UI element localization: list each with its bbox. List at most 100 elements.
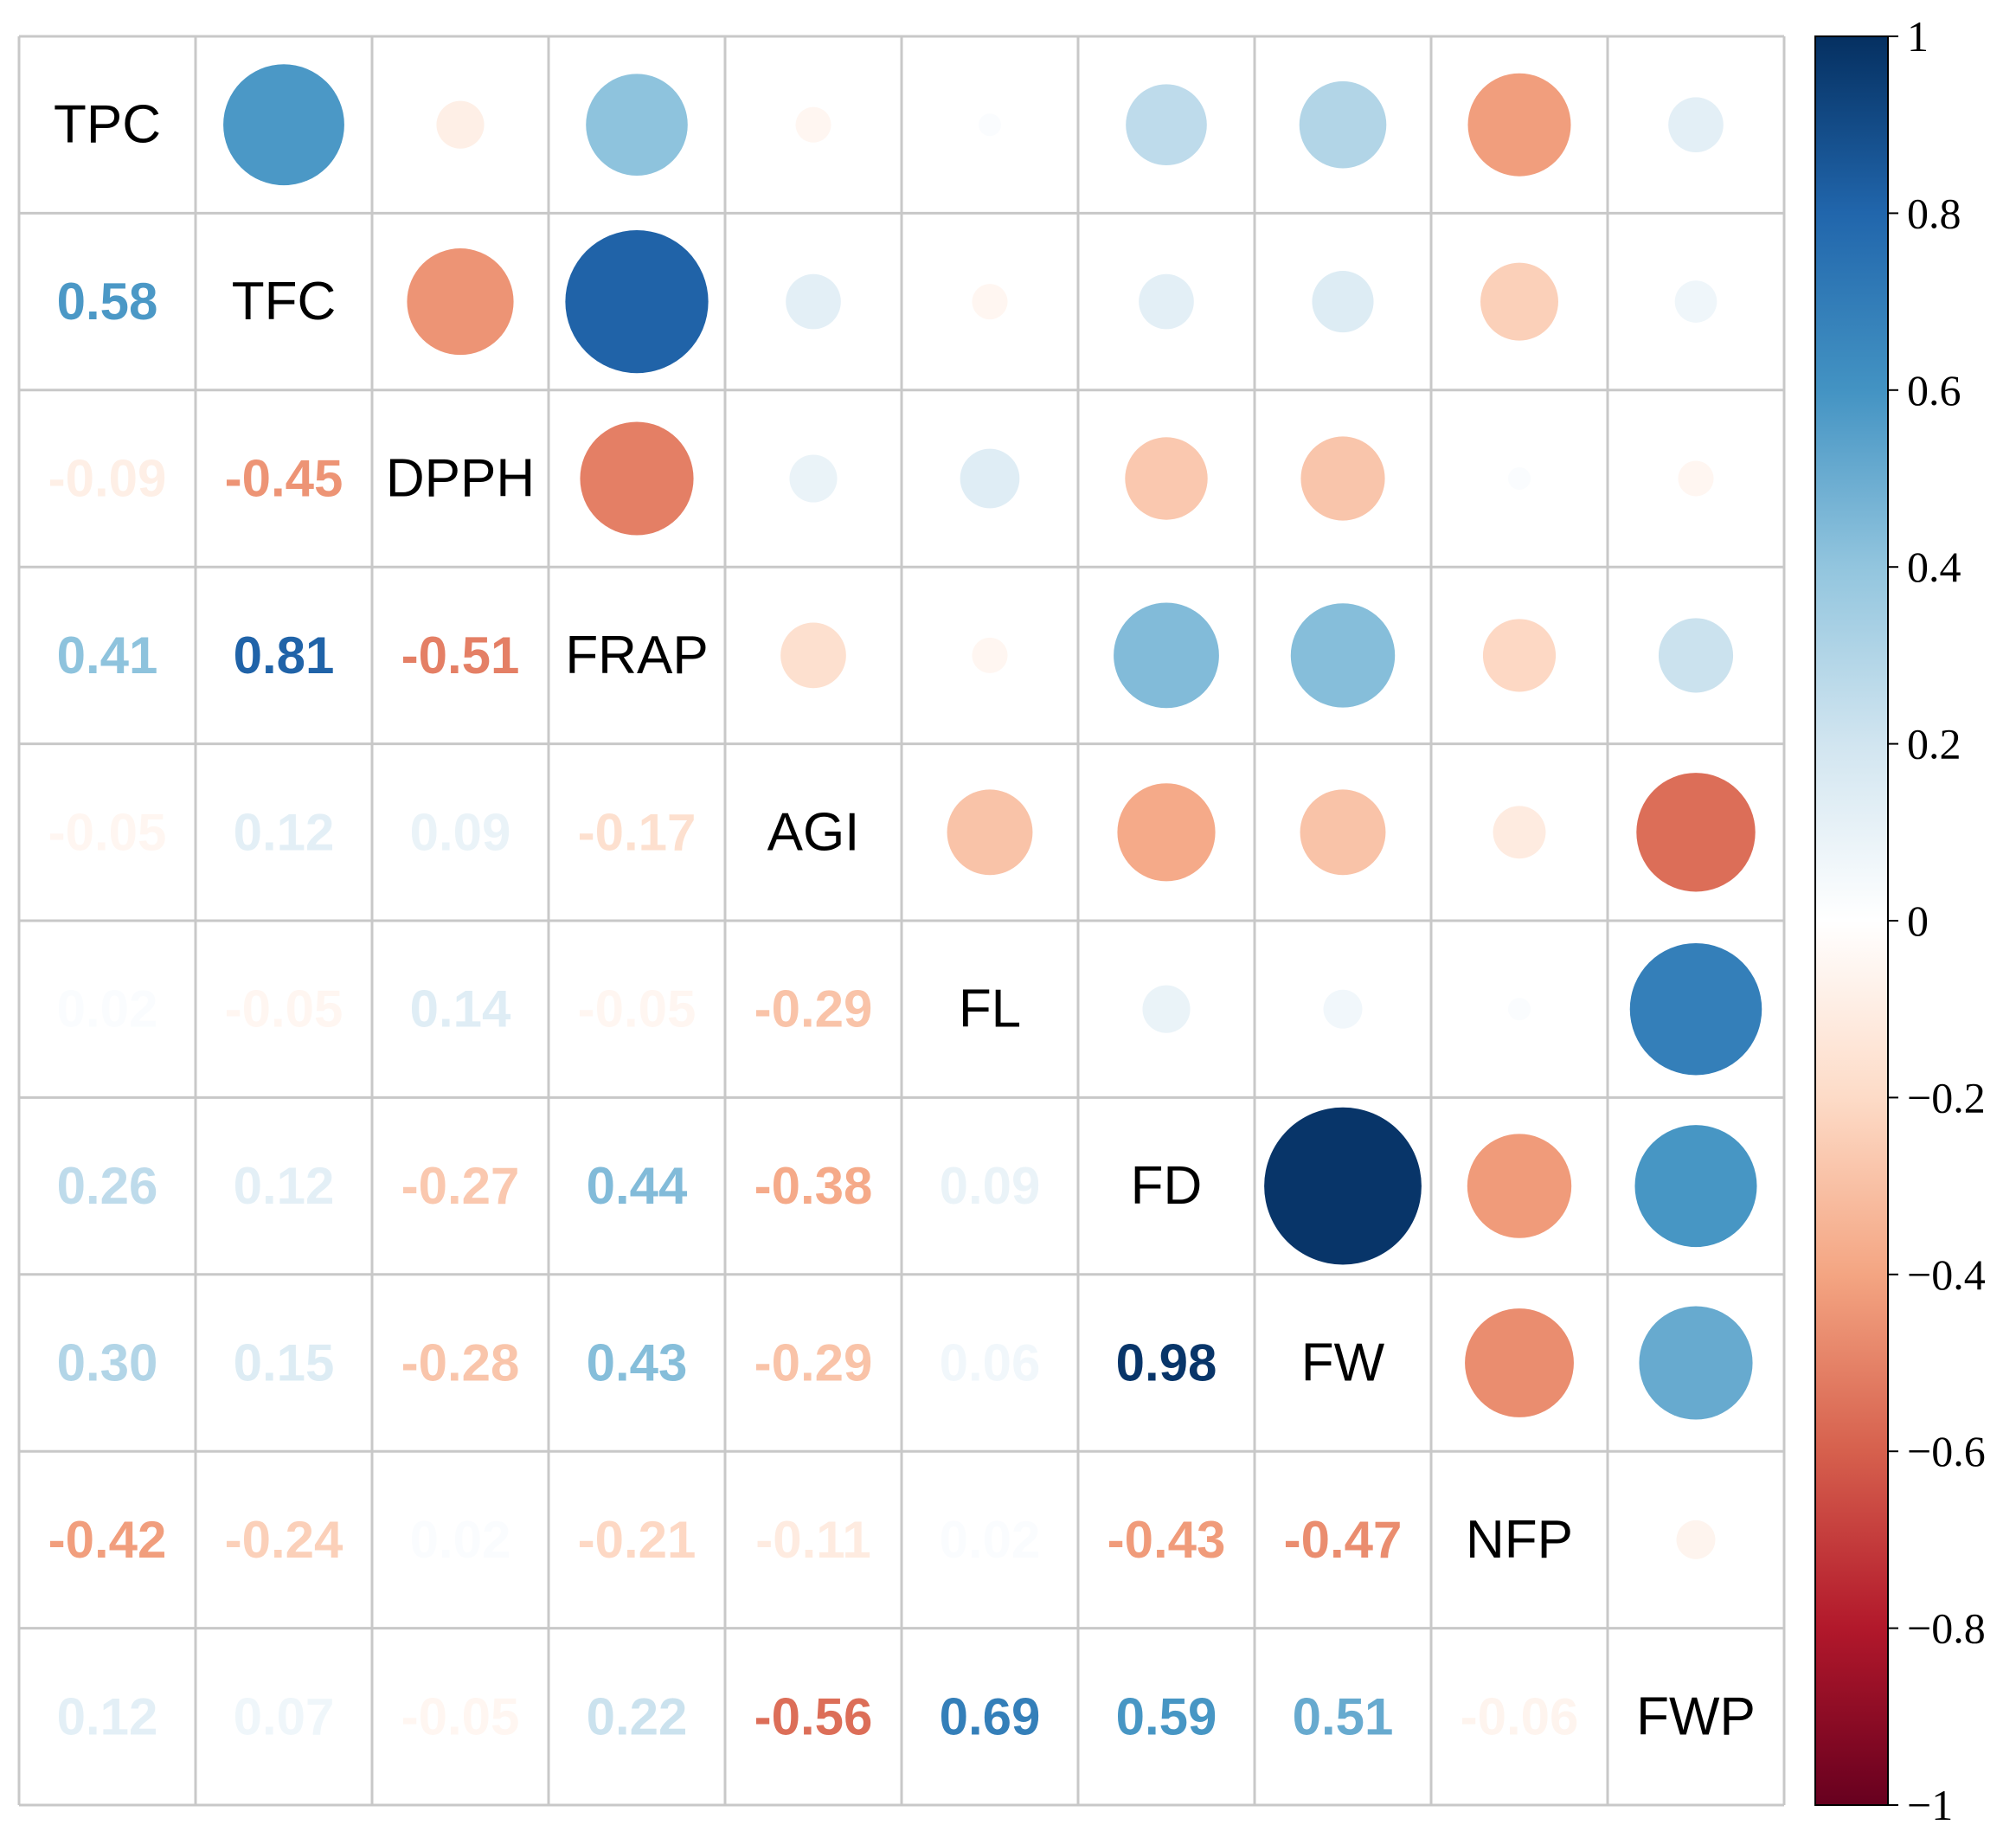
correlation-circle bbox=[436, 100, 485, 149]
correlation-circle bbox=[1467, 1134, 1572, 1238]
coefficient-label: 0.09 bbox=[940, 1157, 1041, 1215]
colorbar-tick-label: −0.4 bbox=[1907, 1250, 1986, 1299]
coefficient-label: 0.22 bbox=[587, 1687, 688, 1745]
coefficient-label: -0.05 bbox=[225, 980, 343, 1038]
coefficient-label: 0.14 bbox=[410, 980, 511, 1038]
correlation-circle bbox=[1674, 280, 1717, 323]
coefficient-label: 0.59 bbox=[1116, 1687, 1217, 1745]
correlation-circle bbox=[795, 106, 831, 143]
variable-label-frap: FRAP bbox=[565, 626, 708, 685]
coefficient-label: 0.15 bbox=[234, 1334, 335, 1392]
correlation-circle bbox=[1142, 985, 1191, 1033]
coefficient-label: 0.06 bbox=[940, 1334, 1041, 1392]
correlation-circle bbox=[1676, 1520, 1716, 1559]
correlation-circle bbox=[1300, 789, 1386, 876]
colorbar-tick-label: −0.2 bbox=[1907, 1073, 1986, 1121]
correlation-circle bbox=[1126, 84, 1207, 166]
coefficient-label: -0.09 bbox=[48, 450, 167, 508]
colorbar-tick-label: 0.8 bbox=[1907, 189, 1961, 237]
coefficient-label: 0.26 bbox=[57, 1157, 158, 1215]
correlation-circle bbox=[1467, 73, 1571, 177]
coefficient-label: 0.43 bbox=[587, 1334, 688, 1392]
colorbar-tick-label: −1 bbox=[1907, 1781, 1953, 1829]
correlation-circle bbox=[1114, 602, 1219, 709]
coefficient-label: 0.12 bbox=[234, 803, 335, 861]
correlation-circle bbox=[1678, 460, 1714, 497]
coefficient-label: 0.02 bbox=[410, 1511, 511, 1569]
colorbar-tick-label: 0 bbox=[1907, 896, 1929, 945]
colorbar-tick-label: 1 bbox=[1907, 12, 1929, 61]
coefficient-label: -0.05 bbox=[48, 803, 167, 861]
colorbar-gradient bbox=[1814, 35, 1889, 1806]
correlation-circle bbox=[1125, 437, 1208, 520]
variable-label-fl: FL bbox=[959, 980, 1021, 1039]
coefficient-label: 0.09 bbox=[410, 803, 511, 861]
coefficient-label: -0.29 bbox=[754, 1334, 873, 1392]
variable-label-fw: FW bbox=[1301, 1333, 1385, 1393]
coefficient-label: -0.29 bbox=[754, 980, 873, 1038]
correlation-circle bbox=[1658, 618, 1734, 693]
variable-label-agi: AGI bbox=[767, 802, 860, 862]
correlation-circle bbox=[1300, 436, 1385, 521]
correlation-circle bbox=[1636, 773, 1756, 892]
coefficient-label: -0.38 bbox=[754, 1157, 873, 1215]
correlation-circle bbox=[565, 229, 709, 374]
variable-label-nfp: NFP bbox=[1466, 1510, 1573, 1570]
correlation-circle bbox=[786, 273, 841, 330]
correlation-circle bbox=[1668, 97, 1724, 153]
coefficient-label: -0.21 bbox=[578, 1511, 697, 1569]
matrix-cells: TPC 0.58 TFC -0.09 -0.45 DPPH 0.41 0.81 -0.51 FRA… bbox=[48, 64, 1762, 1746]
coefficient-label: -0.11 bbox=[755, 1511, 870, 1569]
coefficient-label: -0.42 bbox=[48, 1511, 167, 1569]
coefficient-label: -0.45 bbox=[225, 450, 343, 508]
coefficient-label: 0.58 bbox=[57, 273, 158, 331]
coefficient-label: 0.69 bbox=[940, 1687, 1041, 1745]
correlation-circle bbox=[789, 454, 838, 503]
correlation-circle bbox=[780, 622, 846, 689]
coefficient-label: 0.12 bbox=[234, 1157, 335, 1215]
correlation-circle bbox=[1639, 1306, 1753, 1420]
coefficient-label: -0.51 bbox=[401, 626, 520, 684]
correlation-circle bbox=[1493, 806, 1546, 859]
correlation-circle bbox=[1634, 1125, 1757, 1248]
colorbar-tick-label: −0.6 bbox=[1907, 1427, 1986, 1475]
coefficient-label: -0.06 bbox=[1461, 1687, 1579, 1745]
variable-label-tfc: TFC bbox=[232, 272, 337, 331]
correlation-circle bbox=[1299, 80, 1387, 169]
coefficient-label: -0.43 bbox=[1108, 1511, 1226, 1569]
correlation-circle bbox=[1480, 262, 1558, 341]
correlation-circle bbox=[1312, 271, 1374, 333]
colorbar-tick-label: −0.8 bbox=[1907, 1604, 1986, 1653]
correlation-circle bbox=[1508, 998, 1531, 1021]
colorbar-tick-label: 0.2 bbox=[1907, 720, 1961, 768]
colorbar-tick-label: 0.4 bbox=[1907, 543, 1961, 591]
colorbar: 1 0.8 0.6 0.4 0.2 0 −0.2 −0.4 −0.6 −0.8 −1 bbox=[1814, 12, 1986, 1829]
coefficient-label: -0.17 bbox=[578, 803, 697, 861]
coefficient-label: -0.05 bbox=[578, 980, 697, 1038]
correlation-circle bbox=[586, 74, 688, 176]
coefficient-label: 0.07 bbox=[234, 1687, 335, 1745]
coefficient-label: -0.05 bbox=[401, 1687, 520, 1745]
variable-label-fd: FD bbox=[1131, 1156, 1203, 1216]
correlation-circle bbox=[407, 248, 514, 356]
correlation-circle bbox=[979, 113, 1001, 137]
coefficient-label: -0.24 bbox=[225, 1511, 343, 1569]
coefficient-label: 0.30 bbox=[57, 1334, 158, 1392]
correlation-circle bbox=[223, 64, 344, 186]
variable-label-tpc: TPC bbox=[54, 95, 161, 155]
correlation-circle bbox=[947, 789, 1033, 876]
coefficient-label: 0.12 bbox=[57, 1687, 158, 1745]
correlation-circle bbox=[1323, 989, 1363, 1029]
correlation-circle bbox=[972, 284, 1008, 320]
correlation-circle bbox=[1139, 273, 1194, 330]
coefficient-label: -0.28 bbox=[401, 1334, 520, 1392]
correlation-circle bbox=[1117, 783, 1216, 882]
correlation-circle bbox=[960, 448, 1020, 509]
coefficient-label: 0.02 bbox=[940, 1511, 1041, 1569]
coefficient-label: 0.41 bbox=[57, 626, 158, 684]
correlation-circle bbox=[1465, 1308, 1574, 1417]
coefficient-label: 0.81 bbox=[234, 626, 335, 684]
correlation-circle bbox=[1482, 619, 1557, 692]
correlation-circle bbox=[1629, 942, 1762, 1076]
